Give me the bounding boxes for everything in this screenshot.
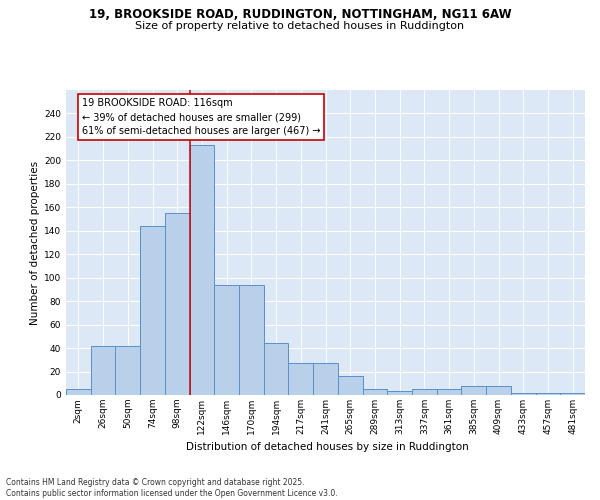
Bar xyxy=(313,364,338,395)
Bar xyxy=(190,145,214,395)
Text: Size of property relative to detached houses in Ruddington: Size of property relative to detached ho… xyxy=(136,21,464,31)
Bar xyxy=(338,376,362,395)
Text: 19, BROOKSIDE ROAD, RUDDINGTON, NOTTINGHAM, NG11 6AW: 19, BROOKSIDE ROAD, RUDDINGTON, NOTTINGH… xyxy=(89,8,511,20)
Bar xyxy=(362,389,387,395)
Bar xyxy=(91,346,115,395)
Bar xyxy=(536,392,560,395)
Bar xyxy=(437,389,461,395)
Bar xyxy=(412,389,437,395)
Bar xyxy=(66,389,91,395)
Bar xyxy=(140,226,165,395)
Text: 19 BROOKSIDE ROAD: 116sqm
← 39% of detached houses are smaller (299)
61% of semi: 19 BROOKSIDE ROAD: 116sqm ← 39% of detac… xyxy=(82,98,320,136)
Bar xyxy=(461,386,486,395)
Bar xyxy=(289,364,313,395)
Y-axis label: Number of detached properties: Number of detached properties xyxy=(30,160,40,324)
Bar xyxy=(165,213,190,395)
Bar xyxy=(239,284,264,395)
Bar xyxy=(486,386,511,395)
Text: Contains HM Land Registry data © Crown copyright and database right 2025.
Contai: Contains HM Land Registry data © Crown c… xyxy=(6,478,338,498)
Bar xyxy=(264,344,289,395)
Text: Distribution of detached houses by size in Ruddington: Distribution of detached houses by size … xyxy=(185,442,469,452)
Bar xyxy=(511,392,536,395)
Bar xyxy=(387,392,412,395)
Bar xyxy=(214,284,239,395)
Bar xyxy=(115,346,140,395)
Bar xyxy=(560,392,585,395)
